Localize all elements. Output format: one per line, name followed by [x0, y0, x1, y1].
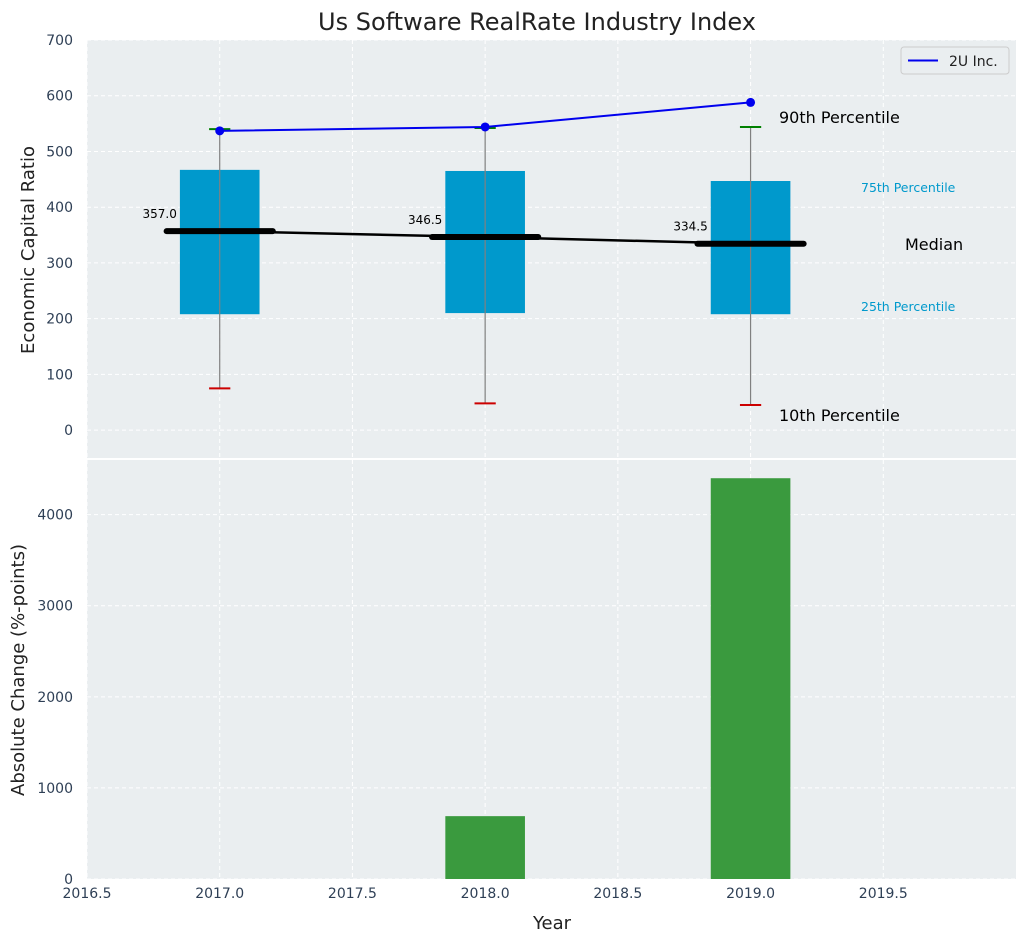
x-tick-label: 2018.0 — [461, 886, 510, 902]
series-point — [480, 122, 490, 132]
legend-entry-label: 2U Inc. — [949, 54, 998, 70]
top-y-tick-label: 500 — [46, 144, 73, 160]
top-y-tick-label: 300 — [46, 256, 73, 272]
p90-annotation: 90th Percentile — [779, 108, 900, 127]
xticks: 2016.5 2017.0 2017.5 2018.0 2018.5 2019.0 2019… — [63, 886, 908, 902]
series-point — [215, 126, 225, 136]
bottom-y-tick-label: 2000 — [37, 690, 73, 706]
bottom-y-tick-label: 4000 — [37, 508, 73, 524]
change-bar — [445, 816, 525, 879]
top-yticks: 0 100 200 300 400 500 600 700 — [46, 33, 73, 439]
top-y-tick-label: 700 — [46, 33, 73, 49]
median-value-label: 357.0 — [143, 207, 177, 221]
box-plot-layer — [179, 125, 791, 407]
bottom-plot-area — [87, 460, 1016, 879]
x-tick-label: 2019.5 — [859, 886, 908, 902]
legend: 2U Inc. — [900, 46, 1010, 75]
bottom-yticks: 0 1000 2000 3000 4000 — [37, 508, 73, 888]
x-tick-label: 2017.5 — [328, 886, 377, 902]
p10-annotation: 10th Percentile — [779, 406, 900, 425]
change-bar — [710, 478, 791, 879]
bottom-y-axis-label: Absolute Change (%-points) — [8, 544, 29, 796]
p25-annotation: 25th Percentile — [861, 299, 956, 314]
median-trend-line — [219, 229, 751, 245]
x-tick-label: 2019.0 — [726, 886, 775, 902]
legend-box — [900, 46, 1010, 75]
company-series-layer — [215, 97, 756, 136]
top-y-tick-label: 100 — [46, 367, 73, 383]
bottom-y-tick-label: 3000 — [37, 599, 73, 615]
median-annotation: Median — [905, 235, 963, 254]
bottom-y-tick-label: 0 — [64, 872, 73, 888]
top-y-tick-label: 0 — [64, 423, 73, 439]
top-y-axis-label: Economic Capital Ratio — [18, 146, 39, 354]
median-line-layer: 357.0 346.5 334.5 — [143, 207, 807, 247]
p75-annotation: 75th Percentile — [861, 180, 956, 195]
bar-layer — [445, 478, 791, 879]
x-tick-label: 2017.0 — [195, 886, 244, 902]
bottom-grid — [86, 460, 1016, 880]
top-y-tick-label: 400 — [46, 200, 73, 216]
series-point — [746, 97, 756, 107]
bottom-y-tick-label: 1000 — [37, 781, 73, 797]
top-y-tick-label: 600 — [46, 89, 73, 105]
median-value-label: 346.5 — [408, 213, 442, 227]
x-tick-label: 2018.5 — [593, 886, 642, 902]
median-value-label: 334.5 — [673, 220, 707, 234]
x-axis-label: Year — [532, 913, 572, 934]
chart-title: Us Software RealRate Industry Index — [318, 8, 756, 36]
x-tick-label: 2016.5 — [63, 886, 112, 902]
top-y-tick-label: 200 — [46, 312, 73, 328]
